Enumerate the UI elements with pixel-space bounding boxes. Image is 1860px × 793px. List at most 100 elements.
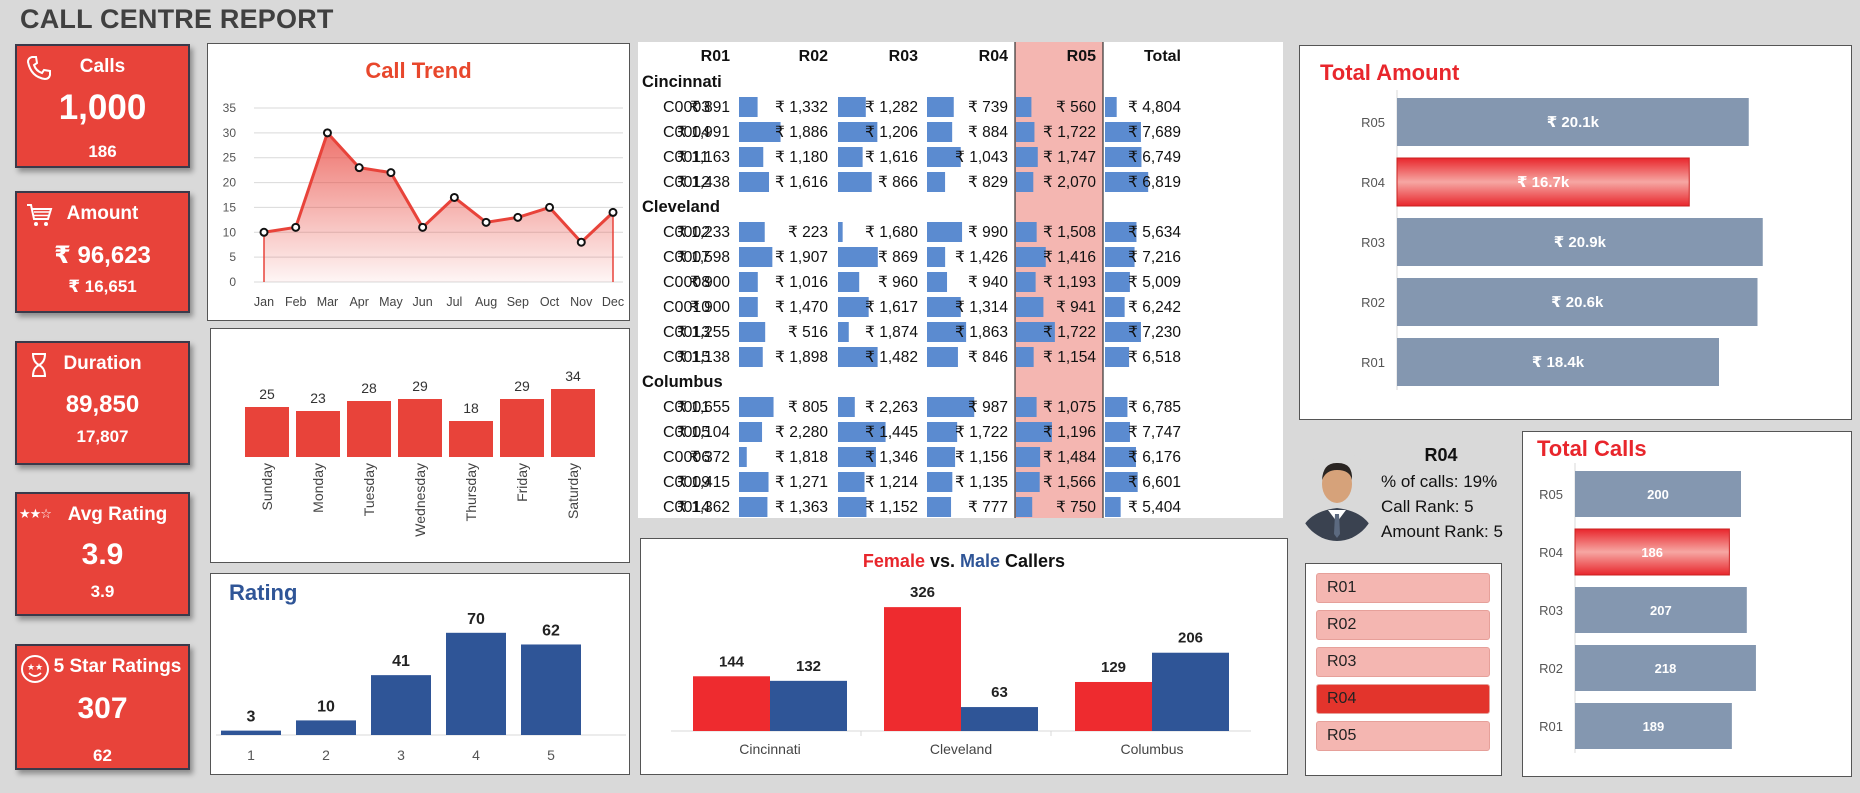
kpi-amount-value: ₹ 96,623 bbox=[54, 242, 151, 269]
hbar-r05 bbox=[1397, 98, 1749, 146]
rep-info-pct-calls: % of calls: 19% bbox=[1381, 472, 1498, 491]
slicer-item-r05[interactable]: R05 bbox=[1316, 721, 1490, 751]
pivot-databar bbox=[927, 97, 954, 117]
trend-ytick: 35 bbox=[223, 101, 237, 115]
rep-info-name: R04 bbox=[1424, 445, 1458, 465]
rating-xtick: 5 bbox=[547, 747, 555, 763]
weekday-bar-label: 29 bbox=[412, 378, 428, 394]
rating-bar-label: 41 bbox=[392, 653, 410, 670]
pivot-databar bbox=[1105, 97, 1117, 117]
total-calls-panel: Total Calls R05 200 R04 186 R03 207 R02 218 R01 1… bbox=[1522, 431, 1852, 777]
trend-xtick: Apr bbox=[349, 295, 368, 309]
pivot-cell: ₹ 1,346 bbox=[865, 449, 918, 466]
rating-bar bbox=[221, 730, 281, 735]
weekday-xtick: Monday bbox=[310, 463, 326, 513]
rating-xtick: 2 bbox=[322, 747, 330, 763]
hbar-value-label: ₹ 16.7k bbox=[1517, 174, 1570, 191]
call-trend-chart: 0 5 10 15 20 25 30 35 Jan Feb Mar Apr May Jun Jul Aug Se… bbox=[223, 101, 624, 309]
pivot-databar bbox=[1105, 347, 1130, 367]
avatar bbox=[1296, 450, 1378, 542]
pivot-databar bbox=[1016, 422, 1052, 442]
pivot-col-header: R03 bbox=[889, 48, 918, 65]
pivot-row-label: C0015 bbox=[663, 349, 710, 366]
pivot-cell: ₹ 1,135 bbox=[955, 474, 1008, 491]
pivot-cell: ₹ 1,426 bbox=[955, 249, 1008, 266]
slicer-item-r02[interactable]: R02 bbox=[1316, 610, 1490, 640]
gender-bar-male bbox=[770, 680, 847, 731]
gender-title-end: Callers bbox=[1000, 551, 1066, 571]
pivot-group-header: Cincinnati bbox=[642, 73, 722, 91]
pivot-cell: ₹ 941 bbox=[1056, 299, 1096, 316]
rep-info-call-rank: Call Rank: 5 bbox=[1381, 497, 1474, 516]
hbar-category: R04 bbox=[1539, 545, 1563, 560]
rating-title: Rating bbox=[229, 580, 298, 605]
pivot-cell: ₹ 1,445 bbox=[865, 424, 918, 441]
pivot-cell: ₹ 1,416 bbox=[1043, 249, 1096, 266]
pivot-cell: ₹ 2,070 bbox=[1043, 174, 1096, 191]
rating-panel: Rating 3 1 10 2 41 3 70 4 62 5 bbox=[210, 573, 630, 775]
pivot-cell: ₹ 891 bbox=[690, 99, 730, 116]
slicer-item-r01[interactable]: R01 bbox=[1316, 573, 1490, 603]
pivot-total: ₹ 7,747 bbox=[1128, 424, 1181, 441]
pivot-cell: ₹ 805 bbox=[788, 399, 828, 416]
gender-bar-male bbox=[1152, 652, 1229, 731]
pivot-cell: ₹ 1,747 bbox=[1043, 149, 1096, 166]
pivot-databar bbox=[739, 497, 768, 517]
weekday-bar bbox=[347, 401, 391, 457]
hbar-r04 bbox=[1396, 157, 1690, 207]
pivot-row-label: C0003 bbox=[663, 99, 710, 116]
pivot-databar bbox=[1105, 222, 1137, 242]
weekday-chart: 25 Sunday 23 Monday 28 Tuesday 29 Wednesday 18 Th… bbox=[245, 368, 595, 537]
kpi-amount-label: Amount bbox=[66, 203, 139, 224]
hbar-value-label: ₹ 20.6k bbox=[1551, 294, 1604, 311]
rating-bar bbox=[446, 632, 506, 735]
pivot-cell: ₹ 1,907 bbox=[775, 249, 828, 266]
pivot-databar bbox=[838, 347, 878, 367]
gender-bar-label: 144 bbox=[719, 653, 745, 670]
pivot-databar bbox=[1105, 172, 1149, 192]
pivot-cell: ₹ 1,617 bbox=[865, 299, 918, 316]
pivot-databar bbox=[739, 322, 766, 342]
hbar-value-label: ₹ 18.4k bbox=[1532, 354, 1585, 371]
pivot-cell: ₹ 2,280 bbox=[775, 424, 828, 441]
weekday-bar bbox=[551, 389, 595, 457]
pivot-total: ₹ 5,009 bbox=[1128, 274, 1181, 291]
pivot-cell: ₹ 223 bbox=[788, 224, 828, 241]
weekday-bar-label: 29 bbox=[514, 378, 530, 394]
page-title: CALL CENTRE REPORT bbox=[20, 4, 334, 34]
pivot-cell: ₹ 516 bbox=[788, 324, 828, 341]
gender-title-male: Male bbox=[960, 551, 1001, 571]
pivot-databar bbox=[838, 147, 863, 167]
gender-bar-label: 63 bbox=[991, 684, 1008, 701]
rating-bar bbox=[296, 720, 356, 735]
trend-xtick: Oct bbox=[540, 295, 560, 309]
total-calls-title: Total Calls bbox=[1537, 436, 1647, 461]
pivot-cell: ₹ 560 bbox=[1056, 99, 1096, 116]
rating-xtick: 3 bbox=[397, 747, 405, 763]
pivot-cell: ₹ 1,415 bbox=[677, 474, 730, 491]
slicer-item-r04[interactable]: R04 bbox=[1316, 684, 1490, 714]
pivot-databar bbox=[838, 422, 886, 442]
pivot-row-label: C0011 bbox=[663, 149, 709, 166]
gender-bar-female bbox=[884, 607, 961, 731]
pivot-cell: ₹ 900 bbox=[690, 299, 730, 316]
trend-point bbox=[608, 207, 618, 217]
weekday-bar bbox=[296, 411, 340, 457]
trend-xtick: Jan bbox=[254, 295, 274, 309]
hbar-r03 bbox=[1397, 218, 1763, 266]
pivot-col-header: R05 bbox=[1067, 48, 1096, 65]
pivot-databar bbox=[838, 247, 878, 267]
pivot-databar bbox=[838, 447, 876, 467]
pivot-cell: ₹ 1,233 bbox=[677, 224, 730, 241]
pivot-cell: ₹ 1,616 bbox=[865, 149, 918, 166]
pivot-total: ₹ 6,601 bbox=[1128, 474, 1181, 491]
trend-xtick: Nov bbox=[570, 295, 593, 309]
hbar-category: R05 bbox=[1539, 487, 1563, 502]
weekday-bar-label: 18 bbox=[463, 400, 479, 416]
hbar-category: R04 bbox=[1361, 175, 1385, 190]
trend-xtick: May bbox=[379, 295, 403, 309]
pivot-cell: ₹ 1,016 bbox=[775, 274, 828, 291]
pivot-cell: ₹ 1,655 bbox=[677, 399, 730, 416]
slicer-item-r03[interactable]: R03 bbox=[1316, 647, 1490, 677]
kpi-avg-rating-sub: 3.9 bbox=[90, 582, 115, 601]
